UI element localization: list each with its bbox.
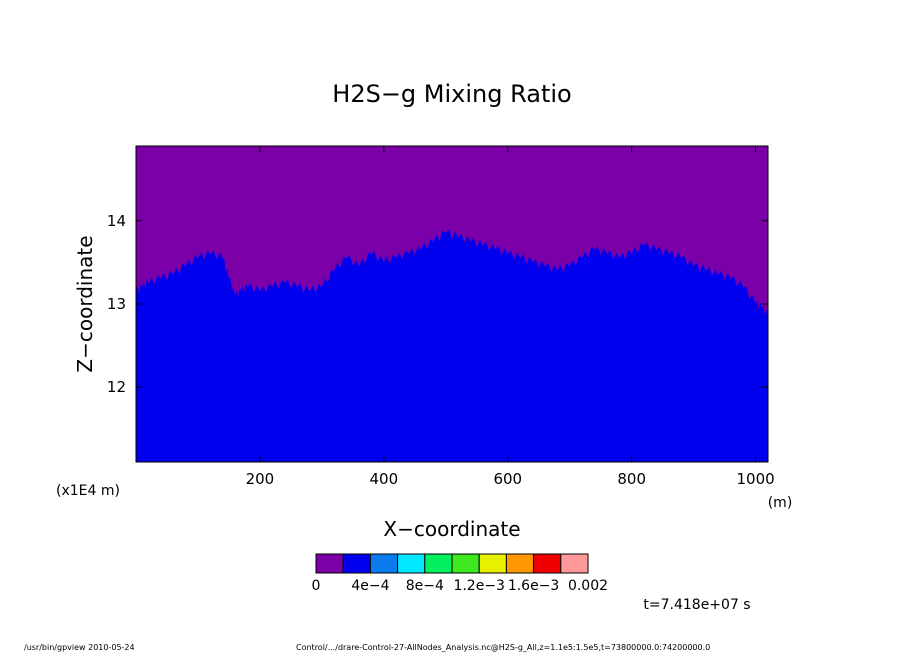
time-label: t=7.418e+07 s [643,597,750,613]
colorbar-swatch [533,553,562,574]
x-tick-label: 400 [370,470,399,488]
footer-program: /usr/bin/gpview 2010-05-24 [24,643,135,652]
colorbar-swatch [451,553,480,574]
region-lower [136,229,768,462]
colorbar-label: 4e−4 [351,578,389,594]
colorbar-swatch [369,553,399,574]
colorbar-label: 1.6e−3 [508,578,560,594]
colorbar-swatch [424,553,453,574]
colorbar-swatch [478,553,507,574]
x-axis-label: X−coordinate [383,517,520,541]
y-axis: 12 13 14 [107,212,768,396]
colorbar-label: 0 [312,578,321,594]
y-tick-label: 12 [107,378,126,396]
colorbar-label: 0.002 [568,578,608,594]
y-axis-unit: (x1E4 m) [56,483,120,499]
x-tick-label: 600 [493,470,522,488]
y-tick-label: 14 [107,212,126,230]
x-axis-unit: (m) [768,495,793,511]
colorbar-labels: 0 4e−4 8e−4 1.2e−3 1.6e−3 0.002 [312,578,609,594]
chart-title: H2S−g Mixing Ratio [332,80,571,108]
colorbar-swatch [342,553,371,574]
colorbar-swatch [315,553,344,574]
x-tick-label: 200 [246,470,275,488]
contour-field [136,146,768,462]
colorbar-swatch [560,553,589,574]
colorbar-label: 8e−4 [406,578,444,594]
colorbar-swatch [505,553,535,574]
y-tick-label: 13 [107,295,126,313]
colorbar-label: 1.2e−3 [453,578,505,594]
colorbar-swatch [397,553,426,574]
y-axis-label: Z−coordinate [73,235,97,372]
x-tick-label: 1000 [737,470,775,488]
colorbar [315,553,589,574]
footer-source: Control/.../drare-Control-27-AllNodes_An… [296,643,711,652]
x-axis: 200 400 600 800 1000 [246,146,775,488]
x-tick-label: 800 [617,470,646,488]
